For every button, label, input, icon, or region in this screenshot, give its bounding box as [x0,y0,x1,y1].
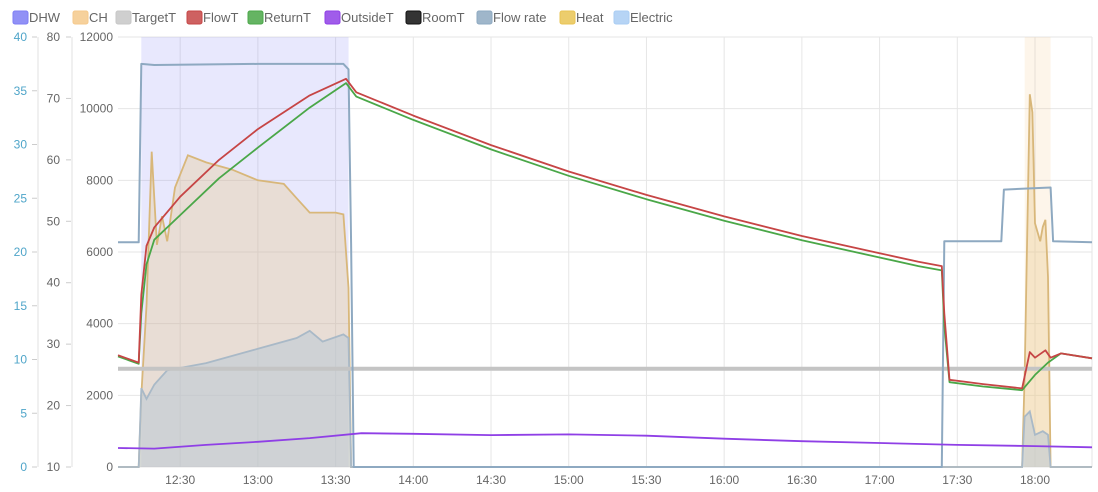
legend-label-returnt: ReturnT [264,10,311,25]
line-series [117,62,1093,468]
tick-label-time: 16:00 [709,473,739,487]
legend-swatch-outsidet [324,10,341,25]
legend-label-flowt: FlowT [203,10,238,25]
tick-label-power: 0 [106,460,113,474]
area-line-heat [118,94,1092,468]
legend-item-flow-rate[interactable]: Flow rate [476,10,546,25]
legend-swatch-returnt [247,10,264,25]
legend-item-returnt[interactable]: ReturnT [247,10,311,25]
axis-power: 0 2000 4000 6000 8000 10000 12000 [80,30,114,474]
tick-label-flow-rate: 20 [14,245,28,259]
chart-legend[interactable]: DHW CH TargetT FlowT ReturnT OutsideT RoomT Flo… [12,10,673,25]
legend-swatch-flowt [186,10,203,25]
tick-label-power: 2000 [86,388,113,402]
tick-label-flow-rate: 35 [14,84,28,98]
tick-label-temperature: 20 [47,399,61,413]
legend-swatch-dhw [12,10,29,25]
tick-label-flow-rate: 10 [14,353,28,367]
tick-label-time: 17:30 [942,473,972,487]
legend-label-heat: Heat [576,10,604,25]
legend-label-outsidet: OutsideT [341,10,394,25]
legend-swatch-electric [613,10,630,25]
legend-swatch-ch [72,10,89,25]
legend-label-electric: Electric [630,10,673,25]
legend-item-heat[interactable]: Heat [559,10,604,25]
legend-swatch-roomt [405,10,422,25]
legend-label-dhw: DHW [29,10,61,25]
tick-label-time: 13:30 [321,473,351,487]
legend-item-dhw[interactable]: DHW [12,10,61,25]
area-electric [118,330,1092,467]
legend-item-outsidet[interactable]: OutsideT [324,10,394,25]
tick-label-time: 12:30 [165,473,195,487]
tick-label-flow-rate: 15 [14,299,28,313]
legend-swatch-targett [115,10,132,25]
tick-label-flow-rate: 30 [14,138,28,152]
tick-label-time: 16:30 [787,473,817,487]
axis-flow-rate: 0 5 10 15 20 25 30 35 40 [14,30,37,474]
tick-label-time: 14:00 [398,473,428,487]
tick-label-flow-rate: 5 [20,406,27,420]
tick-label-time: 18:00 [1020,473,1050,487]
axis-temperature: 10 20 30 40 50 60 70 80 [47,30,71,474]
tick-label-temperature: 80 [47,30,61,44]
legend-label-ch: CH [89,10,108,25]
tick-label-time: 15:00 [554,473,584,487]
legend-label-roomt: RoomT [422,10,465,25]
legend-item-flowt[interactable]: FlowT [186,10,238,25]
tick-label-temperature: 40 [47,276,61,290]
series-line-returnt [117,82,1093,392]
chart-grid [118,36,1093,468]
legend-label-flow-rate: Flow rate [493,10,546,25]
legend-swatch-flow-rate [476,10,493,25]
chart-axes: 0 5 10 15 20 25 30 35 40 10 20 30 40 50 60 70 80 0 2000 400… [14,30,1051,487]
tick-label-time: 13:00 [243,473,273,487]
tick-label-temperature: 30 [47,337,61,351]
tick-label-power: 6000 [86,245,113,259]
legend-label-targett: TargetT [132,10,176,25]
tick-label-power: 10000 [80,102,114,116]
area-line-electric [118,329,1092,468]
tick-label-power: 12000 [80,30,114,44]
tick-label-power: 8000 [86,173,113,187]
legend-item-electric[interactable]: Electric [613,10,673,25]
legend-swatch-heat [559,10,576,25]
tick-label-time: 14:30 [476,473,506,487]
tick-label-time: 17:00 [865,473,895,487]
tick-label-flow-rate: 0 [20,460,27,474]
area-series [118,94,1092,468]
tick-label-flow-rate: 40 [14,30,28,44]
legend-item-roomt[interactable]: RoomT [405,10,465,25]
tick-label-temperature: 50 [47,214,61,228]
series-line-flow-rate [118,62,1093,468]
axis-time: 12:30 13:00 13:30 14:00 14:30 15:00 15:30 16:00… [165,473,1050,487]
tick-label-temperature: 70 [47,91,61,105]
tick-label-flow-rate: 25 [14,191,28,205]
tick-label-temperature: 10 [47,460,61,474]
series-line-outsidet [117,432,1093,450]
legend-item-ch[interactable]: CH [72,10,108,25]
tick-label-temperature: 60 [47,153,61,167]
series-line-flowt [117,77,1093,390]
tick-label-power: 4000 [86,317,113,331]
legend-item-targett[interactable]: TargetT [115,10,176,25]
tick-label-time: 15:30 [631,473,661,487]
